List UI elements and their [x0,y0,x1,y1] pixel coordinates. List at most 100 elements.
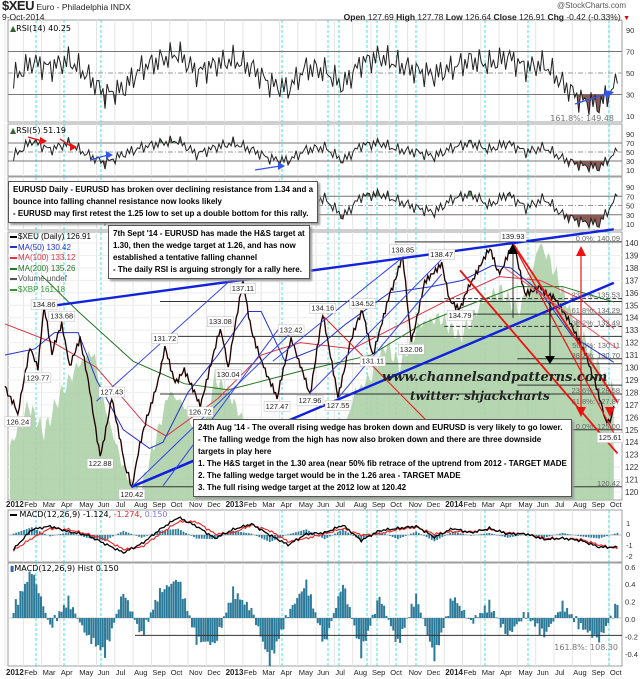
price-label-bg [4,416,32,428]
hist-bar [133,618,136,620]
hist-bar [204,618,207,642]
macd-label: MACD(12,26,9) -1.124, -1.274, 0.150 [10,510,168,519]
close-value: 126.91 [519,12,546,22]
macd-hist-bar [399,535,402,539]
hist-bar [440,618,443,633]
macd-hist-bar [423,535,425,536]
macd-hist-bar [234,531,237,535]
rsi-tick-label: 50 [626,202,634,211]
price-label-text: 127.96 [299,396,322,405]
macd-hist-bar [33,528,36,535]
hist-bar [518,618,521,622]
macd-hist-bar [119,532,122,535]
rsi-tick-label: 50 [626,148,634,157]
x-tick-label: Apr [61,500,73,509]
hist-bar [99,618,102,651]
hist-bar [568,614,571,618]
hist-bar [531,618,534,621]
hist-bar [239,599,242,618]
price-label: 127.43 [98,386,125,398]
hist-bar [252,614,255,618]
hist-bar [474,615,477,618]
macd-hist-bar [511,535,514,537]
close-label: Close [493,12,517,22]
macd-hist-bar [242,532,245,535]
hist-bar [90,618,93,644]
annotation-line: 7th Sept '14 - EURUSD has made the H&S t… [113,229,305,238]
legend-label: $XBP [18,284,39,294]
price-label-text: 138.85 [391,245,414,254]
panel-frame [7,19,623,123]
price-label-bg [277,324,305,336]
legend-label: MA(100) [18,253,49,263]
fib-level-label: 0.0%: 125.00 [576,422,620,431]
macd-hist-bar [109,535,112,538]
x-tick-label: Mar [43,500,56,509]
price-label-text: 134.16 [311,304,334,313]
hist-bar [490,612,493,618]
hist-bar [515,618,518,625]
hist-bar [481,613,484,618]
macd-hist-bar [182,531,185,535]
hist-bar [328,618,331,629]
arrowhead-icon [106,151,113,159]
hist-bar [44,612,47,618]
macd-hist-bar [600,535,603,538]
macd-hist-bar [436,535,438,540]
macd-hist-bar [410,533,412,535]
price-label-text: 132.06 [400,345,423,354]
price-label-text: 134.52 [351,299,374,308]
price-tick-label: 139 [625,251,639,260]
trendline [512,243,618,440]
hist-bar [598,618,601,643]
x-tick-label: 2014 [445,500,463,509]
price-label-bg [229,283,256,294]
macd-hist-bar [477,534,480,535]
macd-hist-bar [509,535,512,538]
hist-bar [60,611,63,618]
hist-bar [37,593,40,618]
trendline [96,263,249,402]
price-tick-label: 129 [625,376,639,385]
hist-bar [536,618,539,624]
macd-hist-bar [504,535,506,538]
macd-hist-value: 0.150 [142,510,168,519]
hist-bar [586,618,589,633]
price-label: 120.42 [118,489,146,500]
x-tick-label: Nov [189,500,203,509]
hist-bar [67,595,70,618]
hist-bar [504,618,507,634]
macd-hist-bar [347,532,350,535]
macd-hist-bar [172,529,174,535]
x-tick-label: Sep [592,500,605,509]
hist-bar [556,612,559,618]
chart-date: 9-Oct-2014 [2,12,45,22]
price-label-bg [499,231,527,242]
hist-bar [122,593,125,618]
price-tick-label: 136 [625,289,639,298]
x-tick-label: Nov [409,668,423,677]
x-tick-label: Sep [372,500,385,509]
macd-hist-bar [577,535,580,536]
hist-bar [193,618,196,628]
x-tick-label: 2013 [226,668,244,677]
fib-level-label: 61.8%: 127.87 [572,397,620,406]
arrowhead-icon [278,162,285,170]
hist-bar [486,612,489,618]
hist-bar [572,618,575,623]
hist-bar [104,618,107,658]
macd-hist-bar [383,533,386,535]
hist-label: ▮MACD(12,26,9) Hist 0.150 [10,564,119,573]
x-tick-label: 2012 [6,500,24,509]
hist-bar [392,618,395,631]
macd-hist-bar [443,535,446,536]
hist-bar [385,615,388,618]
price-label-bg [24,372,52,384]
watermark-website: www.channelsandpatterns.com [382,370,608,385]
hist-bar [179,581,182,618]
hist-bar [396,618,399,639]
x-tick-label: Aug [354,668,367,677]
hist-bar [561,600,564,618]
hist-bar [360,618,363,659]
high-label: High [396,12,416,22]
